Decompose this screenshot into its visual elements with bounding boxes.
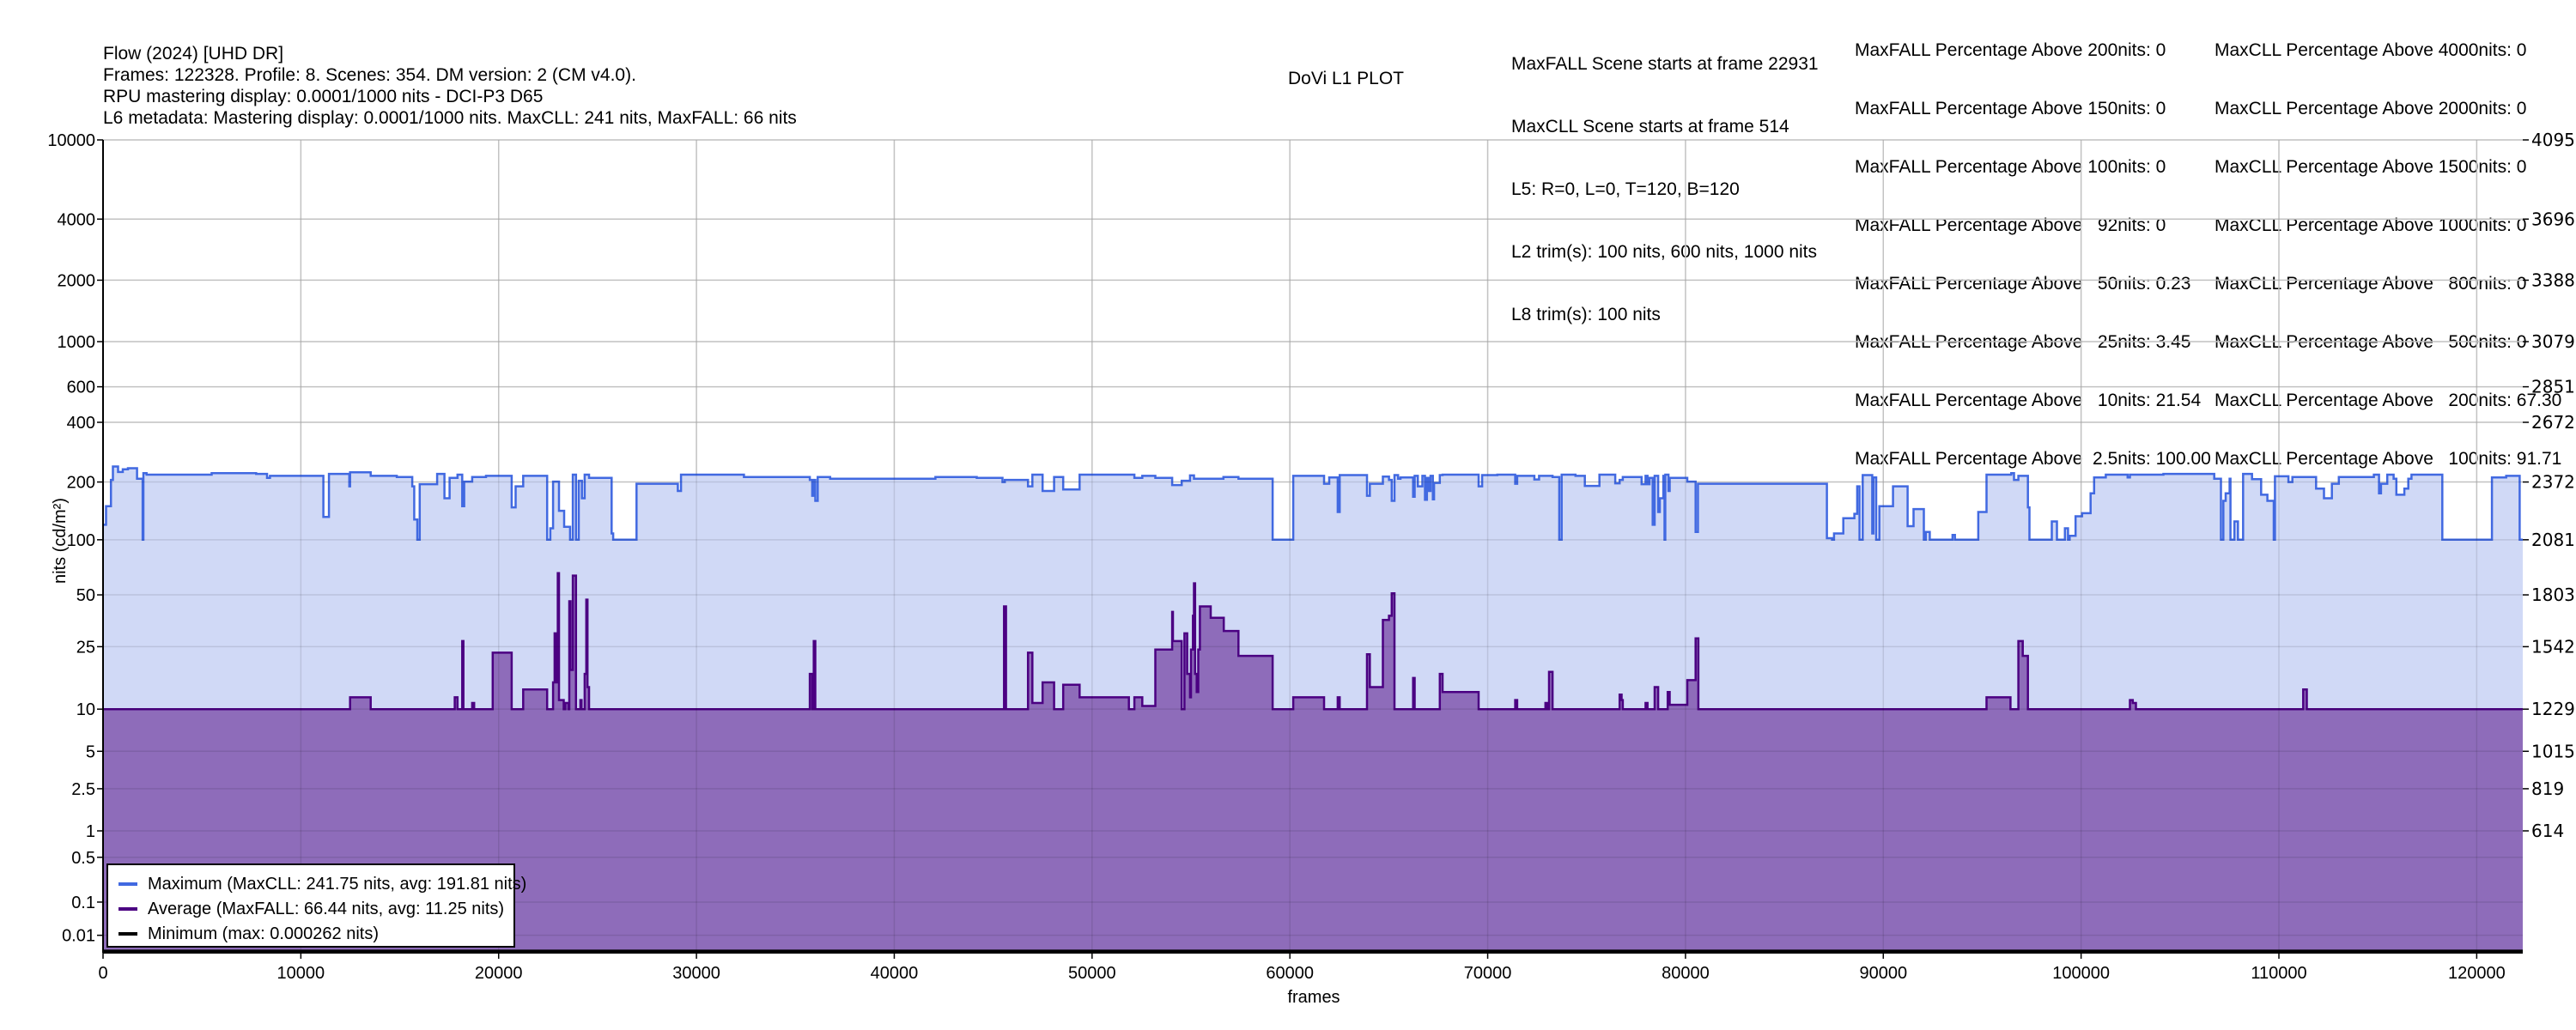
x-tick-label: 90000 xyxy=(1859,964,1907,983)
maxcll-percentages: MaxCLL Percentage Above 4000nits: 0 MaxC… xyxy=(2215,1,2561,488)
maxfall-pct-line: MaxFALL Percentage Above 100nits: 0 xyxy=(1855,157,2166,177)
maxcll-pct-line: MaxCLL Percentage Above 800nits: 0 xyxy=(2215,274,2527,294)
x-tick-label: 30000 xyxy=(672,964,720,983)
legend-label: Maximum (MaxCLL: 241.75 nits, avg: 191.8… xyxy=(148,874,527,894)
y2-tick-label: 3388 xyxy=(2531,270,2575,290)
y2-tick-label: 1229 xyxy=(2531,699,2575,719)
y-tick-label: 2.5 xyxy=(71,780,95,799)
x-tick-label: 50000 xyxy=(1068,964,1116,983)
maxcll-pct-line: MaxCLL Percentage Above 100nits: 91.71 xyxy=(2215,449,2562,469)
legend-swatch-average xyxy=(118,907,137,911)
x-tick-label: 120000 xyxy=(2448,964,2506,983)
y-tick-label: 25 xyxy=(76,638,95,657)
y-tick-label: 50 xyxy=(76,586,95,605)
avg-area xyxy=(103,573,2523,953)
maxcll-pct-line: MaxCLL Percentage Above 1500nits: 0 xyxy=(2215,157,2527,177)
info-line: L2 trim(s): 100 nits, 600 nits, 1000 nit… xyxy=(1511,242,1818,262)
info-block: MaxFALL Scene starts at frame 22931 MaxC… xyxy=(1511,12,1819,346)
y2-tick-label: 2081 xyxy=(2531,530,2575,550)
x-tick-label: 80000 xyxy=(1662,964,1710,983)
x-tick-label: 100000 xyxy=(2052,964,2110,983)
y2-tick-label: 1015 xyxy=(2531,741,2575,761)
maxcll-pct-line: MaxCLL Percentage Above 200nits: 67.30 xyxy=(2215,391,2562,410)
y-tick-label: 10000 xyxy=(47,131,95,150)
header-frames-info: Frames: 122328. Profile: 8. Scenes: 354.… xyxy=(103,65,636,85)
maxfall-percentages: MaxFALL Percentage Above 200nits: 0 MaxF… xyxy=(1855,1,2211,488)
maxfall-pct-line: MaxFALL Percentage Above 92nits: 0 xyxy=(1855,215,2166,235)
maxfall-pct-line: MaxFALL Percentage Above 50nits: 0.23 xyxy=(1855,274,2191,294)
y-tick-label: 4000 xyxy=(58,210,96,229)
maxfall-pct-line: MaxFALL Percentage Above 2.5nits: 100.00 xyxy=(1855,449,2211,469)
header-rpu-mastering: RPU mastering display: 0.0001/1000 nits … xyxy=(103,87,544,106)
y2-tick-label: 1803 xyxy=(2531,585,2575,605)
header-l6-metadata: L6 metadata: Mastering display: 0.0001/1… xyxy=(103,108,797,128)
x-tick-label: 70000 xyxy=(1464,964,1512,983)
x-tick-label: 110000 xyxy=(2251,964,2306,983)
y-tick-label: 200 xyxy=(67,474,95,493)
y-tick-label: 2000 xyxy=(58,271,96,290)
maxfall-pct-line: MaxFALL Percentage Above 200nits: 0 xyxy=(1855,40,2166,60)
y-tick-label: 0.01 xyxy=(62,927,95,946)
info-line: L8 trim(s): 100 nits xyxy=(1511,305,1661,324)
y2-tick-label: 819 xyxy=(2531,779,2564,799)
y-tick-label: 5 xyxy=(86,742,95,761)
y-tick-label: 10 xyxy=(76,700,95,719)
x-tick-label: 0 xyxy=(98,964,107,983)
y-tick-label: 600 xyxy=(67,379,95,397)
info-line: MaxCLL Scene starts at frame 514 xyxy=(1511,117,1789,136)
legend-label: Average (MaxFALL: 66.44 nits, avg: 11.25… xyxy=(148,899,505,918)
y-tick-label: 0.5 xyxy=(71,849,95,868)
y2-tick-label: 3696 xyxy=(2531,209,2575,229)
maxcll-pct-line: MaxCLL Percentage Above 1000nits: 0 xyxy=(2215,215,2527,235)
plot-title: DoVi L1 PLOT xyxy=(1288,69,1405,88)
y-tick-label: 100 xyxy=(67,531,95,550)
y-tick-label: 1000 xyxy=(58,333,96,352)
y2-tick-label: 2672 xyxy=(2531,412,2575,433)
legend-swatch-maximum xyxy=(118,882,137,886)
max-line xyxy=(103,465,2523,542)
info-line: L5: R=0, L=0, T=120, B=120 xyxy=(1511,179,1740,199)
legend-item-average: Average (MaxFALL: 66.44 nits, avg: 11.25… xyxy=(118,897,504,921)
info-line: MaxFALL Scene starts at frame 22931 xyxy=(1511,54,1819,74)
y2-tick-label: 2372 xyxy=(2531,472,2575,493)
maxfall-pct-line: MaxFALL Percentage Above 10nits: 21.54 xyxy=(1855,391,2202,410)
y-tick-label: 0.1 xyxy=(71,894,95,912)
x-tick-label: 60000 xyxy=(1266,964,1314,983)
legend-item-minimum: Minimum (max: 0.000262 nits) xyxy=(118,922,379,946)
y-axis-label: nits (cd/m²) xyxy=(51,498,70,584)
y-tick-label: 1 xyxy=(86,822,95,841)
maxcll-pct-line: MaxCLL Percentage Above 4000nits: 0 xyxy=(2215,40,2527,60)
y2-tick-label: 4095 xyxy=(2531,130,2575,150)
y-tick-label: 400 xyxy=(67,414,95,433)
legend-label: Minimum (max: 0.000262 nits) xyxy=(148,924,379,943)
y2-tick-label: 1542 xyxy=(2531,636,2575,657)
legend-item-maximum: Maximum (MaxCLL: 241.75 nits, avg: 191.8… xyxy=(118,872,526,896)
legend-swatch-minimum xyxy=(118,932,137,936)
legend: Maximum (MaxCLL: 241.75 nits, avg: 191.8… xyxy=(106,863,526,948)
header-title: Flow (2024) [UHD DR] xyxy=(103,44,284,64)
y2-tick-label: 3079 xyxy=(2531,331,2575,352)
x-axis-label: frames xyxy=(1287,988,1340,1007)
maxfall-pct-line: MaxFALL Percentage Above 150nits: 0 xyxy=(1855,99,2166,118)
x-tick-label: 20000 xyxy=(475,964,523,983)
maxcll-pct-line: MaxCLL Percentage Above 2000nits: 0 xyxy=(2215,99,2527,118)
x-tick-label: 10000 xyxy=(277,964,325,983)
series-layer xyxy=(103,465,2523,954)
y2-tick-label: 2851 xyxy=(2531,377,2575,397)
avg-line xyxy=(103,572,2523,711)
x-tick-label: 40000 xyxy=(871,964,919,983)
y2-tick-label: 614 xyxy=(2531,821,2564,841)
